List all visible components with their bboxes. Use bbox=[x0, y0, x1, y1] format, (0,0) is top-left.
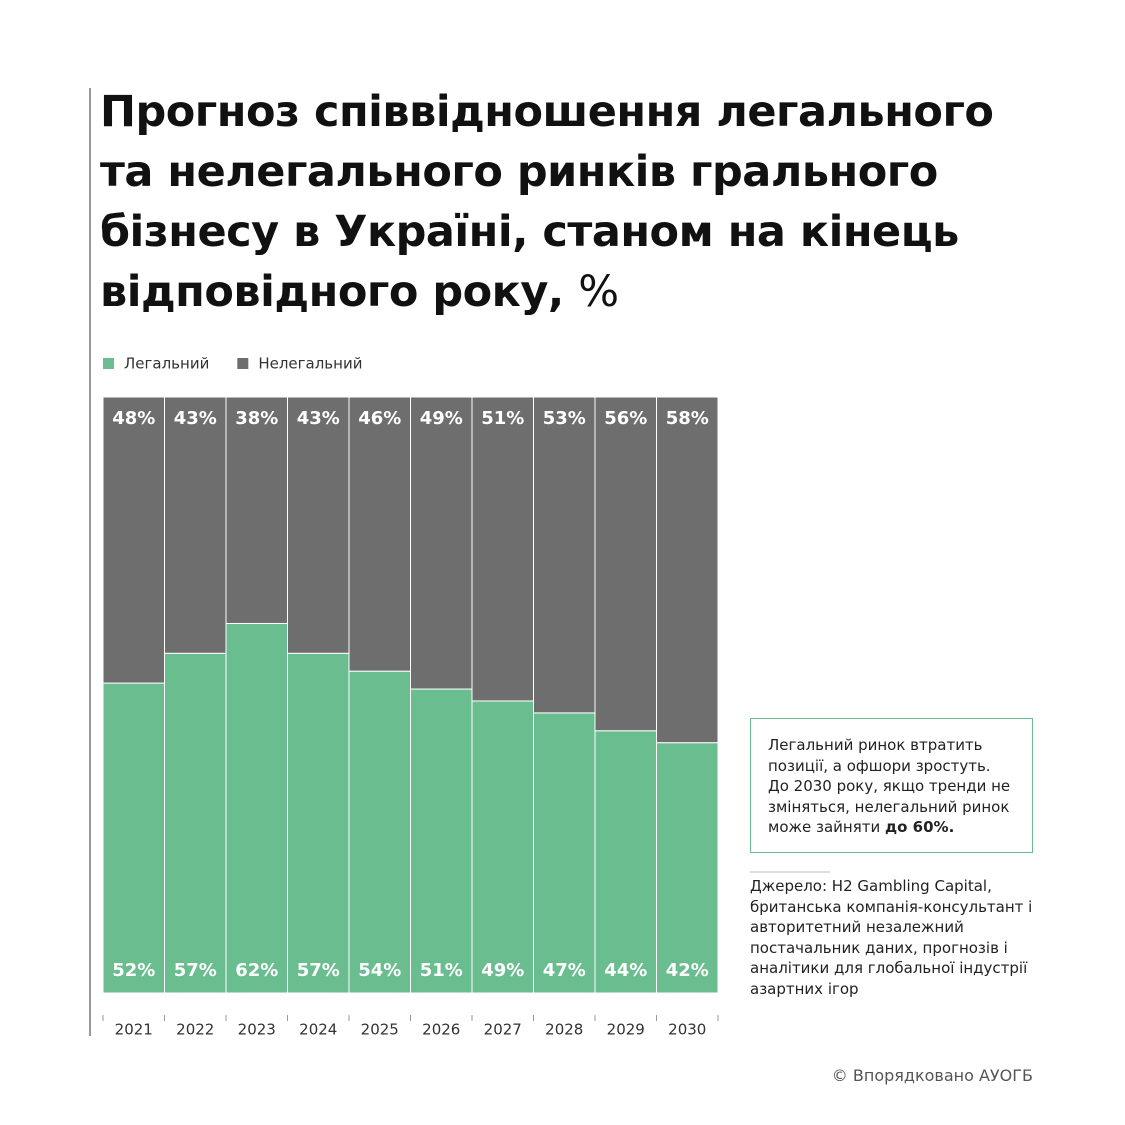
annotation-text: Легальний ринок втратить позиції, а офшо… bbox=[768, 736, 1011, 836]
bar-segment bbox=[102, 682, 165, 994]
chart-title: Прогноз співвідношення легального та нел… bbox=[100, 82, 1020, 322]
value-label: 49% bbox=[420, 408, 463, 429]
value-label: 58% bbox=[666, 408, 709, 429]
value-label: 53% bbox=[543, 408, 586, 429]
legend-swatch bbox=[103, 358, 114, 369]
annotation: Легальний ринок втратить позиції, а офшо… bbox=[750, 718, 1033, 853]
bar-segment bbox=[533, 712, 596, 994]
x-tick-label: 2026 bbox=[422, 1021, 460, 1039]
bar-segment bbox=[656, 742, 719, 994]
value-label: 49% bbox=[481, 960, 524, 981]
bar-segment bbox=[225, 396, 288, 624]
value-label: 51% bbox=[420, 960, 463, 981]
value-label: 38% bbox=[235, 408, 278, 429]
value-label: 43% bbox=[174, 408, 217, 429]
bar-segment bbox=[656, 396, 719, 744]
bar-segment bbox=[410, 396, 473, 690]
bar-segment bbox=[287, 652, 350, 994]
value-label: 57% bbox=[297, 960, 340, 981]
bar-segment bbox=[348, 670, 411, 994]
title-unit: % bbox=[578, 267, 619, 317]
x-tick-label: 2022 bbox=[176, 1021, 214, 1039]
value-label: 62% bbox=[235, 960, 278, 981]
value-label: 51% bbox=[481, 408, 524, 429]
value-label: 43% bbox=[297, 408, 340, 429]
bar-segment bbox=[102, 396, 165, 684]
value-label: 57% bbox=[174, 960, 217, 981]
value-label: 56% bbox=[604, 408, 647, 429]
legend-swatch bbox=[237, 358, 249, 369]
credit: © Впорядковано АУОГБ bbox=[831, 1066, 1033, 1085]
bar-segment bbox=[471, 396, 534, 702]
x-tick-label: 2027 bbox=[484, 1021, 522, 1039]
value-label: 54% bbox=[358, 960, 401, 981]
source: Джерело: H2 Gambling Capital, британська… bbox=[750, 877, 1033, 998]
annotation-bold: до 60%. bbox=[885, 818, 955, 836]
bar-segment bbox=[533, 396, 596, 714]
value-label: 52% bbox=[112, 960, 155, 981]
value-label: 42% bbox=[666, 960, 709, 981]
x-tick-label: 2029 bbox=[607, 1021, 645, 1039]
bar-segment bbox=[471, 700, 534, 994]
bar-segment bbox=[410, 688, 473, 994]
x-tick-label: 2025 bbox=[361, 1021, 399, 1039]
legend-label: Нелегальний bbox=[258, 355, 362, 373]
value-label: 47% bbox=[543, 960, 586, 981]
value-label: 44% bbox=[604, 960, 647, 981]
x-tick-label: 2024 bbox=[299, 1021, 337, 1039]
bar-segment bbox=[225, 622, 288, 994]
bar-segment bbox=[164, 652, 227, 994]
x-tick-label: 2021 bbox=[115, 1021, 153, 1039]
bar-segment bbox=[348, 396, 411, 672]
bar-segment bbox=[594, 730, 657, 994]
x-tick-label: 2030 bbox=[668, 1021, 706, 1039]
value-label: 46% bbox=[358, 408, 401, 429]
x-tick-label: 2028 bbox=[545, 1021, 583, 1039]
x-tick-label: 2023 bbox=[238, 1021, 276, 1039]
legend-label: Легальний bbox=[124, 355, 209, 373]
value-label: 48% bbox=[112, 408, 155, 429]
bar-segment bbox=[164, 396, 227, 654]
title-text: Прогноз співвідношення легального та нел… bbox=[100, 87, 994, 317]
bar-segment bbox=[287, 396, 350, 654]
bar-segment bbox=[594, 396, 657, 732]
